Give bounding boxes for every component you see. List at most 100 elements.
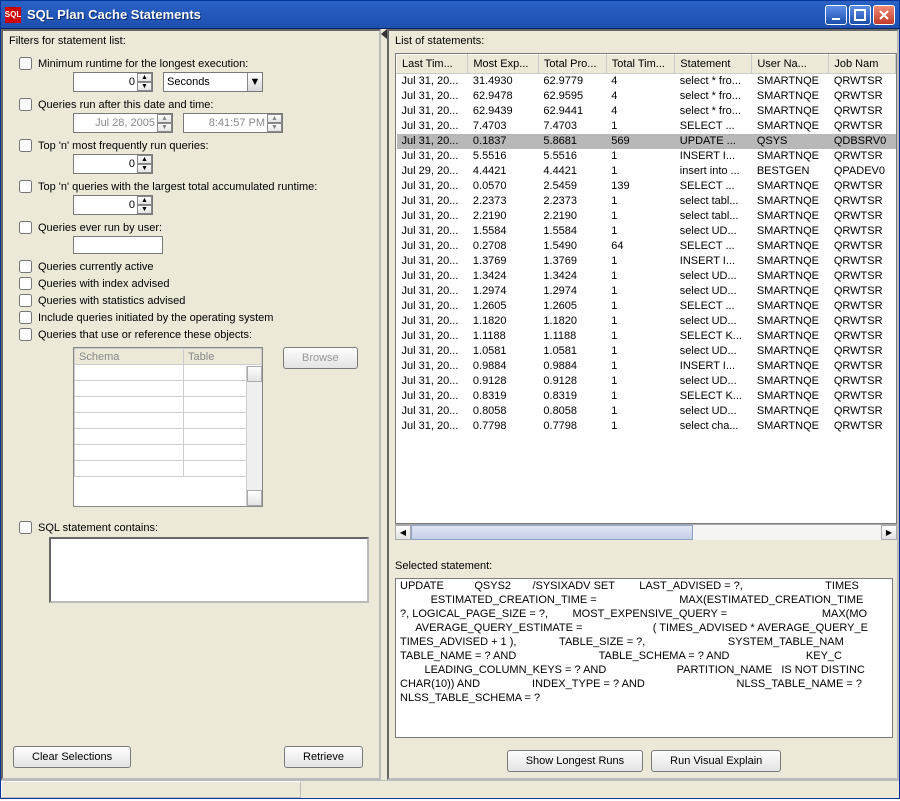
spin-up-icon[interactable]: ▲	[267, 114, 282, 123]
table-cell: Jul 31, 20...	[397, 104, 468, 119]
chevron-down-icon: ▼	[247, 73, 262, 91]
min-runtime-check[interactable]	[19, 57, 32, 70]
table-cell: SMARTNQE	[752, 209, 829, 224]
table-row[interactable]: Jul 31, 20...1.05811.05811select UD...SM…	[397, 344, 896, 359]
results-grid[interactable]: Last Tim...Most Exp...Total Pro...Total …	[395, 53, 897, 524]
scroll-right-icon[interactable]: ▶	[881, 525, 897, 540]
date-spinner[interactable]: Jul 28, 2005 ▲▼	[73, 113, 173, 133]
table-row[interactable]: Jul 31, 20...0.18375.8681569UPDATE ...QS…	[397, 134, 896, 149]
table-row[interactable]: Jul 31, 20...2.23732.23731select tabl...…	[397, 194, 896, 209]
spin-up-icon[interactable]: ▲	[157, 114, 172, 123]
table-row[interactable]: Jul 31, 20...1.11881.11881SELECT K...SMA…	[397, 329, 896, 344]
top-freq-spinner[interactable]: 0 ▲▼	[73, 154, 153, 174]
table-row[interactable]: Jul 31, 20...0.98840.98841INSERT I...SMA…	[397, 359, 896, 374]
table-row[interactable]: Jul 31, 20...0.83190.83191SELECT K...SMA…	[397, 389, 896, 404]
table-cell: 4	[606, 104, 675, 119]
min-runtime-spinner[interactable]: 0 ▲▼	[73, 72, 153, 92]
table-cell: Jul 31, 20...	[397, 419, 468, 434]
table-column-header[interactable]: Table	[184, 349, 262, 365]
schema-table[interactable]: Schema Table	[73, 347, 263, 507]
schema-scrollbar[interactable]	[246, 366, 262, 506]
maximize-button[interactable]	[849, 5, 871, 25]
table-row[interactable]: Jul 31, 20...1.34241.34241select UD...SM…	[397, 269, 896, 284]
table-cell: QRWTSR	[829, 74, 896, 89]
stats-advised-check[interactable]	[19, 294, 32, 307]
table-cell: 64	[606, 239, 675, 254]
spin-down-icon[interactable]: ▼	[137, 82, 152, 91]
spin-down-icon[interactable]: ▼	[157, 123, 172, 132]
scroll-down-icon[interactable]	[247, 490, 262, 506]
table-row[interactable]: Jul 31, 20...1.18201.18201select UD...SM…	[397, 314, 896, 329]
currently-active-check[interactable]	[19, 260, 32, 273]
index-advised-check[interactable]	[19, 277, 32, 290]
table-row[interactable]: Jul 31, 20...1.37691.37691INSERT I...SMA…	[397, 254, 896, 269]
close-button[interactable]	[873, 5, 895, 25]
table-cell: 5.8681	[538, 134, 606, 149]
scroll-left-icon[interactable]: ◀	[395, 525, 411, 540]
column-header[interactable]: User Na...	[752, 55, 829, 74]
table-row[interactable]: Jul 31, 20...0.77980.77981select cha...S…	[397, 419, 896, 434]
by-user-check[interactable]	[19, 221, 32, 234]
results-horiz-scrollbar[interactable]: ◀ ▶	[395, 524, 897, 540]
spin-up-icon[interactable]: ▲	[137, 73, 152, 82]
app-icon: SQL	[5, 7, 21, 23]
spin-down-icon[interactable]: ▼	[137, 205, 152, 214]
column-header[interactable]: Total Pro...	[538, 55, 606, 74]
table-row[interactable]: Jul 31, 20...0.80580.80581select UD...SM…	[397, 404, 896, 419]
table-row[interactable]: Jul 31, 20...0.91280.91281select UD...SM…	[397, 374, 896, 389]
by-user-input[interactable]	[73, 236, 163, 254]
time-spinner[interactable]: 8:41:57 PM ▲▼	[183, 113, 283, 133]
spin-up-icon[interactable]: ▲	[137, 196, 152, 205]
splitter[interactable]	[381, 29, 387, 780]
table-row[interactable]: Jul 31, 20...62.947862.95954select * fro…	[397, 89, 896, 104]
table-cell: 2.5459	[538, 179, 606, 194]
scroll-up-icon[interactable]	[247, 366, 262, 382]
top-total-check[interactable]	[19, 180, 32, 193]
column-header[interactable]: Total Tim...	[606, 55, 675, 74]
selected-statement-text[interactable]: UPDATE QSYS2 /SYSIXADV SET LAST_ADVISED …	[395, 578, 893, 738]
schema-column-header[interactable]: Schema	[75, 349, 184, 365]
column-header[interactable]: Last Tim...	[397, 55, 468, 74]
table-row[interactable]: Jul 31, 20...1.26051.26051SELECT ...SMAR…	[397, 299, 896, 314]
table-row[interactable]: Jul 31, 20...62.943962.94414select * fro…	[397, 104, 896, 119]
table-row[interactable]: Jul 31, 20...31.493062.97794select * fro…	[397, 74, 896, 89]
scroll-thumb[interactable]	[411, 525, 693, 540]
spin-down-icon[interactable]: ▼	[137, 164, 152, 173]
sql-contains-check[interactable]	[19, 521, 32, 534]
table-cell: QRWTSR	[829, 89, 896, 104]
sql-contains-input[interactable]	[49, 537, 369, 603]
show-longest-runs-button[interactable]: Show Longest Runs	[507, 750, 643, 772]
after-date-check[interactable]	[19, 98, 32, 111]
spin-up-icon[interactable]: ▲	[137, 155, 152, 164]
spin-down-icon[interactable]: ▼	[267, 123, 282, 132]
table-row[interactable]: Jul 31, 20...5.55165.55161INSERT I...SMA…	[397, 149, 896, 164]
retrieve-button[interactable]: Retrieve	[284, 746, 363, 768]
top-total-spinner[interactable]: 0 ▲▼	[73, 195, 153, 215]
table-row[interactable]: Jul 31, 20...0.27081.549064SELECT ...SMA…	[397, 239, 896, 254]
table-row[interactable]: Jul 31, 20...1.55841.55841select UD...SM…	[397, 224, 896, 239]
table-row[interactable]: Jul 31, 20...2.21902.21901select tabl...…	[397, 209, 896, 224]
browse-button[interactable]: Browse	[283, 347, 358, 369]
column-header[interactable]: Statement	[675, 55, 752, 74]
table-row[interactable]: Jul 31, 20...1.29741.29741select UD...SM…	[397, 284, 896, 299]
min-runtime-unit-select[interactable]: Seconds ▼	[163, 72, 263, 92]
column-header[interactable]: Job Nam	[829, 55, 896, 74]
table-row[interactable]: Jul 29, 20...4.44214.44211insert into ..…	[397, 164, 896, 179]
table-cell: 1.1188	[538, 329, 606, 344]
table-cell: SMARTNQE	[752, 239, 829, 254]
table-cell: SMARTNQE	[752, 194, 829, 209]
reference-objects-check[interactable]	[19, 328, 32, 341]
table-row[interactable]: Jul 31, 20...0.05702.5459139SELECT ...SM…	[397, 179, 896, 194]
run-visual-explain-button[interactable]: Run Visual Explain	[651, 750, 781, 772]
table-cell: QRWTSR	[829, 404, 896, 419]
clear-selections-button[interactable]: Clear Selections	[13, 746, 131, 768]
table-row[interactable]: Jul 31, 20...7.47037.47031SELECT ...SMAR…	[397, 119, 896, 134]
column-header[interactable]: Most Exp...	[468, 55, 539, 74]
table-cell: 139	[606, 179, 675, 194]
table-cell: 1	[606, 164, 675, 179]
include-os-check[interactable]	[19, 311, 32, 324]
top-freq-check[interactable]	[19, 139, 32, 152]
titlebar[interactable]: SQL SQL Plan Cache Statements	[1, 1, 899, 29]
minimize-button[interactable]	[825, 5, 847, 25]
table-cell: QRWTSR	[829, 224, 896, 239]
